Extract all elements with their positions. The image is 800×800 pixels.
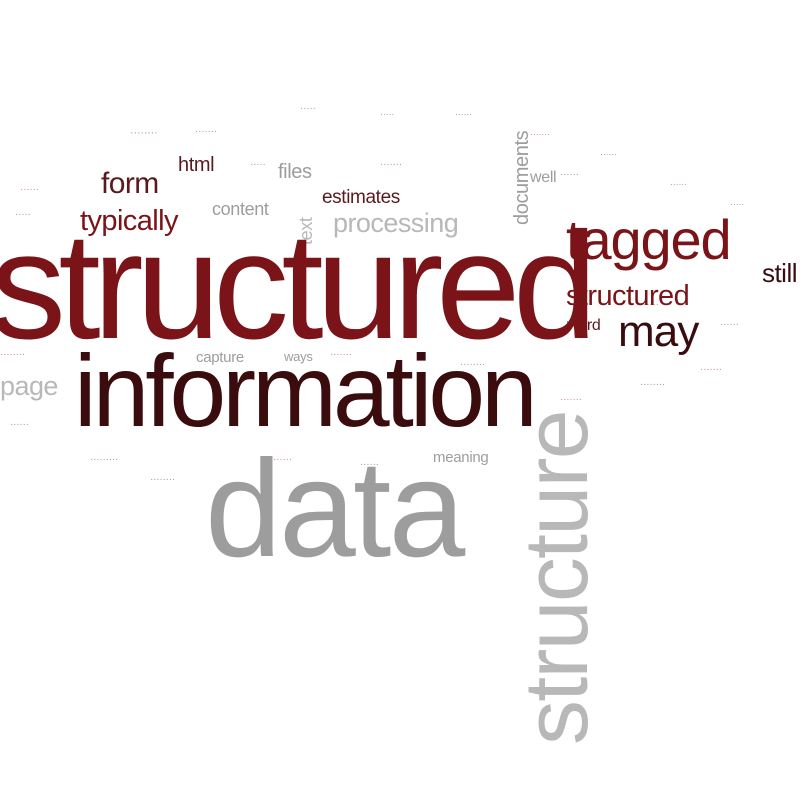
filler-word: ····· xyxy=(300,103,316,114)
filler-word: ········ xyxy=(640,379,666,390)
word-files: files xyxy=(278,161,312,183)
word-capture: capture xyxy=(196,349,244,366)
filler-word: ····· xyxy=(250,159,266,170)
word-typically: typically xyxy=(80,205,179,237)
filler-word: ······ xyxy=(670,179,687,189)
filler-word: ······· xyxy=(560,394,582,405)
filler-word: ····· xyxy=(730,199,745,209)
filler-word: ········ xyxy=(150,474,176,485)
word-processing: processing xyxy=(333,208,459,238)
word-word: word xyxy=(567,317,601,334)
filler-word: ······· xyxy=(330,349,352,360)
word-ways: ways xyxy=(284,349,313,364)
filler-word: ······· xyxy=(195,126,217,137)
filler-word: ······ xyxy=(640,299,659,310)
filler-word: ······· xyxy=(380,159,402,170)
word-well: well xyxy=(530,169,557,186)
filler-word: ······ xyxy=(720,319,739,330)
word-data: data xyxy=(205,432,465,586)
filler-word: ····· xyxy=(15,209,31,220)
filler-word: ······ xyxy=(360,459,379,470)
filler-word: ······ xyxy=(20,184,39,195)
filler-word: ······ xyxy=(455,109,472,119)
filler-word: ······· xyxy=(530,129,550,139)
word-content: content xyxy=(212,199,269,219)
word-form: form xyxy=(101,167,159,200)
filler-word: ········· xyxy=(90,454,119,465)
word-structured-small: structured xyxy=(566,280,690,312)
filler-word: ········ xyxy=(460,359,486,370)
filler-word: ······· xyxy=(270,454,292,465)
filler-word: ········ xyxy=(130,127,158,139)
filler-word: ······ xyxy=(600,149,617,159)
word-structured: structured xyxy=(0,201,597,371)
word-estimates: estimates xyxy=(322,187,400,208)
word-still: still xyxy=(762,258,797,288)
filler-word: ······· xyxy=(700,364,722,375)
word-structure: structure xyxy=(507,411,607,745)
word-page: page xyxy=(0,371,58,401)
filler-word: ······ xyxy=(10,419,29,430)
word-information: information xyxy=(74,334,538,448)
filler-word: ····· xyxy=(380,109,395,119)
word-html: html xyxy=(178,154,215,176)
filler-word: ······ xyxy=(560,169,579,180)
word-may: may xyxy=(618,307,699,356)
word-meaning: meaning xyxy=(433,449,489,466)
word-tagged: tagged xyxy=(566,208,732,271)
filler-word: ········ xyxy=(0,349,26,360)
